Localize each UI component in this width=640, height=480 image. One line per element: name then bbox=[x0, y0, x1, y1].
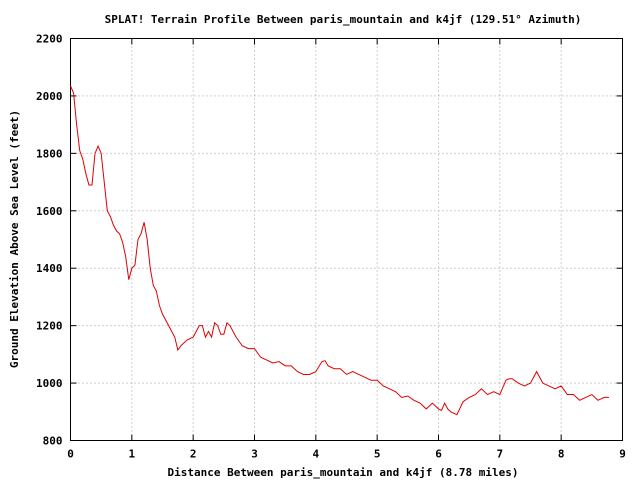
y-tick-label: 1000 bbox=[36, 377, 63, 390]
y-tick-label: 2200 bbox=[36, 33, 63, 46]
y-tick-label: 1800 bbox=[36, 147, 63, 160]
x-tick-label: 0 bbox=[67, 448, 74, 461]
x-tick-label: 8 bbox=[558, 448, 565, 461]
x-tick-label: 1 bbox=[129, 448, 136, 461]
x-tick-label: 3 bbox=[251, 448, 258, 461]
y-tick-label: 1400 bbox=[36, 262, 63, 275]
x-tick-label: 4 bbox=[313, 448, 320, 461]
x-tick-label: 5 bbox=[374, 448, 381, 461]
y-axis-label: Ground Elevation Above Sea Level (feet) bbox=[8, 110, 21, 368]
y-tick-label: 1200 bbox=[36, 320, 63, 333]
chart-title: SPLAT! Terrain Profile Between paris_mou… bbox=[105, 13, 582, 26]
y-tick-label: 2000 bbox=[36, 90, 63, 103]
grid-lines bbox=[70, 38, 623, 441]
y-tick-label: 800 bbox=[43, 435, 63, 448]
x-tick-label: 2 bbox=[190, 448, 197, 461]
x-tick-label: 6 bbox=[435, 448, 442, 461]
axis-ticks: 0 1 2 3 4 5 6 7 8 9 800 1000 1200 1400 1600 1800 2000 220… bbox=[36, 33, 626, 461]
x-tick-label: 9 bbox=[619, 448, 626, 461]
x-tick-label: 7 bbox=[497, 448, 504, 461]
plot-frame bbox=[70, 38, 623, 441]
y-tick-label: 1600 bbox=[36, 205, 63, 218]
x-axis-label: Distance Between paris_mountain and k4jf… bbox=[168, 466, 519, 479]
elevation-line bbox=[70, 85, 610, 416]
